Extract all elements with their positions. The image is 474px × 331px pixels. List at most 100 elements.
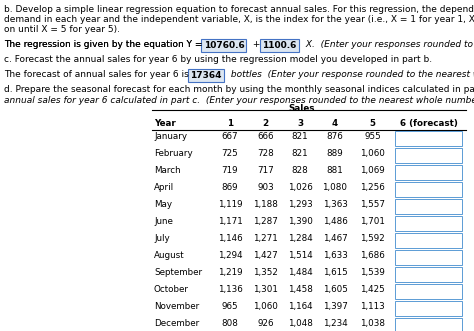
Text: 10760.6: 10760.6 [203,41,244,50]
Text: December: December [154,319,199,328]
Text: 5: 5 [370,119,375,128]
Text: b. Develop a simple linear regression equation to forecast annual sales. For thi: b. Develop a simple linear regression eq… [4,5,474,14]
Text: 1,592: 1,592 [360,234,385,243]
Bar [395,199,462,214]
Text: 808: 808 [221,319,238,328]
Bar [395,131,462,146]
Text: 1,539: 1,539 [360,268,385,277]
Text: 821: 821 [292,149,308,158]
Text: 889: 889 [327,149,343,158]
Text: 1,060: 1,060 [360,149,385,158]
Text: 1,301: 1,301 [253,285,278,294]
Text: 719: 719 [222,166,238,175]
Text: 1,458: 1,458 [288,285,312,294]
Text: 1,219: 1,219 [218,268,242,277]
Text: Year: Year [154,119,176,128]
Text: June: June [154,217,173,226]
Text: 1,060: 1,060 [253,302,278,311]
Text: 869: 869 [222,183,238,192]
Text: 1,605: 1,605 [323,285,347,294]
Text: 1,026: 1,026 [288,183,312,192]
Text: +: + [250,40,264,49]
Text: 1,256: 1,256 [360,183,385,192]
Text: 1100.6: 1100.6 [262,41,296,50]
Text: February: February [154,149,192,158]
Text: 1,390: 1,390 [288,217,312,226]
Text: 1,069: 1,069 [360,166,385,175]
Text: 1,146: 1,146 [218,234,242,243]
Text: 881: 881 [327,166,343,175]
Bar [395,233,462,248]
Text: 903: 903 [257,183,274,192]
Text: November: November [154,302,199,311]
Text: 828: 828 [292,166,309,175]
Bar [395,148,462,163]
Text: 1,467: 1,467 [323,234,347,243]
Text: 667: 667 [222,132,238,141]
Bar [395,250,462,265]
Text: Sales: Sales [289,104,315,113]
Text: 1,048: 1,048 [288,319,312,328]
Text: September: September [154,268,202,277]
Text: October: October [154,285,189,294]
Text: The forecast of annual sales for year 6 is: The forecast of annual sales for year 6 … [4,70,191,79]
Text: 3: 3 [297,119,303,128]
Text: 17364: 17364 [190,71,222,80]
Text: 1,701: 1,701 [360,217,385,226]
Text: 1,486: 1,486 [323,217,347,226]
Text: 1,164: 1,164 [288,302,312,311]
Text: 926: 926 [257,319,274,328]
Text: The regression is given by the equation Y =: The regression is given by the equation … [4,40,205,49]
Text: 1,352: 1,352 [253,268,278,277]
Text: May: May [154,200,172,209]
Bar [188,69,224,82]
Text: X.  (Enter your responses rounded to one decimal place.): X. (Enter your responses rounded to one … [303,40,474,49]
Text: 1,113: 1,113 [360,302,385,311]
Text: on until X = 5 for year 5).: on until X = 5 for year 5). [4,25,120,34]
Bar [260,39,299,52]
Text: 1,484: 1,484 [288,268,312,277]
Text: 1,294: 1,294 [218,251,242,260]
Text: 725: 725 [222,149,238,158]
Bar [395,216,462,231]
Text: 1,287: 1,287 [253,217,278,226]
Text: 1,080: 1,080 [322,183,347,192]
Text: 1,284: 1,284 [288,234,312,243]
Bar [201,39,246,52]
Text: 728: 728 [257,149,274,158]
Text: April: April [154,183,174,192]
Text: 1,425: 1,425 [360,285,385,294]
Text: 6 (forecast): 6 (forecast) [400,119,458,128]
Text: The regression is given by the equation Y =: The regression is given by the equation … [4,40,205,49]
Text: March: March [154,166,181,175]
Text: 965: 965 [222,302,238,311]
Bar [395,301,462,316]
Text: 666: 666 [257,132,274,141]
Text: 955: 955 [364,132,381,141]
Bar [395,318,462,331]
Text: 1,271: 1,271 [253,234,278,243]
Text: 1,363: 1,363 [323,200,347,209]
Text: 1: 1 [227,119,233,128]
Text: bottles  (Enter your response rounded to the nearest whole number.): bottles (Enter your response rounded to … [228,70,474,79]
Text: 1,615: 1,615 [323,268,347,277]
Text: 1,171: 1,171 [218,217,242,226]
Bar [395,267,462,282]
Text: 1,293: 1,293 [288,200,312,209]
Text: 1,427: 1,427 [253,251,278,260]
Bar [395,165,462,180]
Text: August: August [154,251,185,260]
Text: 1,557: 1,557 [360,200,385,209]
Text: 1,686: 1,686 [360,251,385,260]
Text: demand in each year and the independent variable, X, is the index for the year (: demand in each year and the independent … [4,15,474,24]
Text: annual sales for year 6 calculated in part c.  (Enter your responses rounded to : annual sales for year 6 calculated in pa… [4,96,474,105]
Text: 2: 2 [263,119,269,128]
Text: 4: 4 [332,119,338,128]
Text: 821: 821 [292,132,308,141]
Text: 717: 717 [257,166,274,175]
Text: d. Prepare the seasonal forecast for each month by using the monthly seasonal in: d. Prepare the seasonal forecast for eac… [4,85,474,94]
Bar [395,284,462,299]
Text: 1,188: 1,188 [253,200,278,209]
Text: 1,633: 1,633 [323,251,347,260]
Text: 1,136: 1,136 [218,285,242,294]
